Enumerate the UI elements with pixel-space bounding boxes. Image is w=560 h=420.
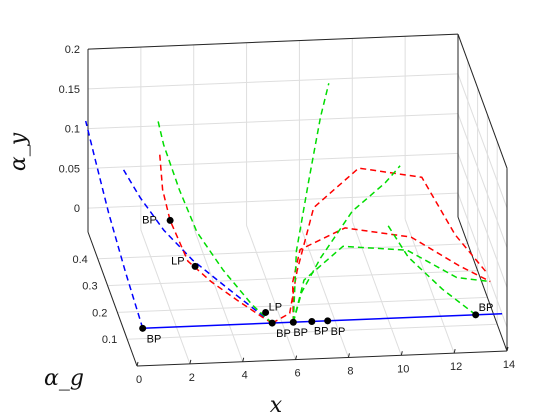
series-green-dashed-8 xyxy=(292,245,491,323)
point-label-bp: BP xyxy=(276,328,291,340)
z-tick-label: 0 xyxy=(74,203,80,215)
grid-line-floor-x xyxy=(193,227,244,362)
point-label-bp: BP xyxy=(293,327,308,339)
x-tick-label: 2 xyxy=(189,372,195,384)
point-marker-bp xyxy=(324,317,332,325)
grid-line-side-z xyxy=(457,113,508,248)
point-label-bp: BP xyxy=(479,302,494,314)
grid-line-floor-x xyxy=(140,229,191,365)
x-tick-mark xyxy=(347,353,350,358)
axis-box-edge xyxy=(457,33,508,169)
series-red-dashed-5 xyxy=(291,227,491,323)
x-tick-mark xyxy=(136,361,139,367)
axes-layer xyxy=(87,33,508,367)
point-marker-bp xyxy=(139,324,147,332)
axis-box-edge xyxy=(87,231,138,367)
grid-line-side-z xyxy=(457,153,508,288)
ticks-layer: 0 2 4 6 8 10 12 14 0.1 0.2 0.3 0.4 0 0.05 0.1 0.15 0.2 xyxy=(59,44,516,386)
x-tick-label: 4 xyxy=(242,370,248,382)
point-marker-bp xyxy=(472,311,480,319)
x-tick-label: 8 xyxy=(347,365,353,377)
grid-line-floor-x xyxy=(246,225,297,360)
point-label-bp: BP xyxy=(314,325,329,337)
x-tick-label: 10 xyxy=(397,363,409,375)
x-tick-label: 14 xyxy=(503,359,515,371)
grid-line-floor-y xyxy=(97,243,468,260)
axis-box-edge xyxy=(87,33,459,50)
grid-line-side-z xyxy=(457,192,508,328)
z-tick-label: 0.2 xyxy=(65,44,80,56)
y-tick-label: 0.3 xyxy=(82,281,97,293)
point-marker-bp xyxy=(308,317,316,325)
z-tick-label: 0.15 xyxy=(59,84,80,96)
series-green-dashed-9 xyxy=(292,165,401,323)
y-tick-label: 0.1 xyxy=(102,334,117,346)
series-blue-solid-0 xyxy=(142,313,503,330)
x-tick-label: 12 xyxy=(450,361,462,373)
grid-line-floor-y xyxy=(117,296,488,313)
series-red-dashed-3 xyxy=(158,153,273,324)
y-tick-label: 0.2 xyxy=(92,307,107,319)
grid-line-floor-x xyxy=(351,221,402,356)
grid-line-back-z xyxy=(87,192,459,209)
x-tick-mark xyxy=(400,351,403,356)
grid-line-back-z xyxy=(87,113,459,130)
x-tick-mark xyxy=(189,359,192,364)
point-marker-lp xyxy=(191,262,199,270)
x-tick-mark xyxy=(242,357,245,362)
series-blue-dashed-1 xyxy=(84,120,144,329)
x-tick-mark xyxy=(506,346,509,352)
grid-line-floor-y xyxy=(127,323,498,340)
point-label-bp: BP xyxy=(142,214,157,226)
y-tick-label: 0.4 xyxy=(73,254,88,266)
grid-line-side-z xyxy=(457,73,508,209)
grid-line-floor-x xyxy=(404,218,455,354)
x-tick-mark xyxy=(295,355,298,360)
x-tick-label: 0 xyxy=(136,374,142,386)
point-marker-bp xyxy=(166,216,174,224)
grid-line-back-z xyxy=(87,73,459,90)
axis-box-edge xyxy=(457,216,508,352)
point-label-bp: BP xyxy=(147,333,162,345)
x-tick-label: 6 xyxy=(295,368,301,380)
series-layer xyxy=(84,83,503,330)
series-green-dashed-7 xyxy=(292,83,330,323)
x-axis-label: x xyxy=(270,393,283,418)
series-green-dashed-6 xyxy=(157,120,273,324)
series-green-dashed-10 xyxy=(386,223,477,316)
grid-line-floor-y xyxy=(107,270,478,287)
y-axis-label: α_g xyxy=(44,366,84,391)
point-marker-bp xyxy=(289,318,297,326)
point-marker-bp xyxy=(268,319,276,327)
point-label-bp: BP xyxy=(331,326,346,338)
series-blue-dashed-2 xyxy=(122,169,273,324)
z-axis-label: α_y xyxy=(6,132,31,171)
x-tick-mark xyxy=(453,349,456,354)
point-label-lp: LP xyxy=(171,255,184,267)
grid-line-back-z xyxy=(87,152,459,169)
z-tick-label: 0.1 xyxy=(65,124,80,136)
point-marker-lp xyxy=(262,308,270,316)
z-tick-label: 0.05 xyxy=(59,163,80,175)
axis-box-edge xyxy=(136,350,508,367)
point-label-lp: LP xyxy=(269,301,282,313)
